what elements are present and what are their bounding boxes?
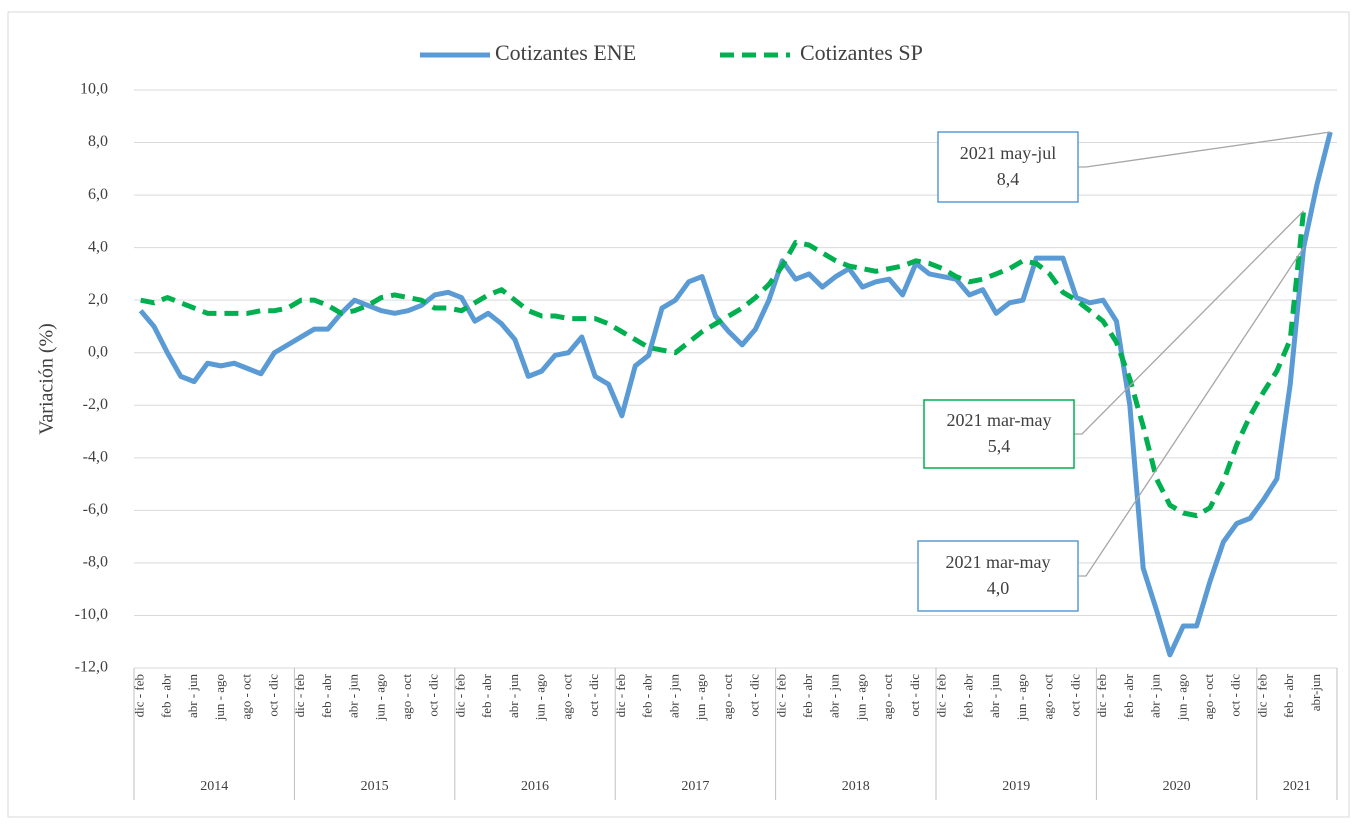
x-tick-label: abr - jun [987, 674, 1002, 719]
y-tick-label: 2,0 [88, 291, 108, 308]
y-tick-label: 8,0 [88, 133, 108, 150]
x-tick-label: feb - abr [640, 673, 655, 718]
x-tick-label: feb - abr [319, 673, 334, 718]
x-tick-label: ago - oct [239, 674, 254, 720]
x-tick-label: ago - oct [559, 674, 574, 720]
x-tick-label: ago - oct [720, 674, 735, 720]
x-tick-label: abr-jun [1308, 674, 1323, 712]
group-label: 2014 [200, 779, 228, 794]
group-label: 2015 [361, 779, 389, 794]
x-tick-label: dic - feb [1254, 674, 1269, 717]
x-tick-label: abr - jun [346, 674, 361, 719]
x-tick-label: jun - ago [1014, 674, 1029, 721]
x-tick-label: jun - ago [533, 674, 548, 721]
y-tick-label: -2,0 [83, 396, 108, 413]
annotation-box [937, 131, 1079, 203]
group-label: 2019 [1002, 779, 1030, 794]
x-tick-label: dic - feb [773, 674, 788, 717]
x-tick-label: oct - dic [426, 674, 441, 717]
annotation-value: 8,4 [997, 169, 1020, 189]
y-axis-title: Variación (%) [36, 323, 58, 435]
x-tick-label: dic - feb [452, 674, 467, 717]
x-tick-label: oct - dic [586, 674, 601, 717]
x-tick-label: feb - abr [960, 673, 975, 718]
y-tick-label: -10,0 [75, 606, 108, 623]
x-tick-label: feb - abr [1281, 673, 1296, 718]
annotation-leader [1078, 131, 1331, 168]
y-tick-label: 10,0 [80, 81, 108, 98]
chart-frame [7, 11, 1350, 818]
x-tick-label: jun - ago [212, 674, 227, 721]
annotation-value: 5,4 [988, 436, 1011, 456]
y-tick-label: 6,0 [88, 186, 108, 203]
x-tick-label: oct - dic [907, 674, 922, 717]
group-label: 2016 [521, 779, 549, 794]
x-tick-label: jun - ago [693, 674, 708, 721]
x-tick-label: dic - feb [934, 674, 949, 717]
group-label: 2018 [842, 779, 870, 794]
x-tick-label: ago - oct [1041, 674, 1056, 720]
x-tick-label: oct - dic [265, 674, 280, 717]
x-tick-label: abr - jun [666, 674, 681, 719]
y-tick-label: -6,0 [83, 501, 108, 518]
x-tick-label: abr - jun [506, 674, 521, 719]
x-tick-label: feb - abr [1121, 673, 1136, 718]
x-tick-label: abr - jun [185, 674, 200, 719]
x-tick-label: jun - ago [372, 674, 387, 721]
x-tick-label: jun - ago [1174, 674, 1189, 721]
annotation-leader [1078, 247, 1305, 577]
y-tick-label: -4,0 [83, 448, 108, 465]
x-tick-label: dic - feb [1094, 674, 1109, 717]
x-tick-label: feb - abr [479, 673, 494, 718]
annotation-value: 4,0 [987, 578, 1010, 598]
x-tick-label: jun - ago [853, 674, 868, 721]
x-tick-label: dic - feb [132, 674, 147, 717]
x-tick-label: dic - feb [292, 674, 307, 717]
legend-label: Cotizantes ENE [495, 40, 636, 65]
legend-label: Cotizantes SP [800, 40, 923, 65]
annotation-leader [1074, 210, 1305, 435]
annotation-box [923, 399, 1075, 469]
annotation-text: 2021 mar-may [946, 410, 1051, 430]
x-tick-label: ago - oct [399, 674, 414, 720]
x-tick-label: abr - jun [827, 674, 842, 719]
x-tick-label: feb - abr [800, 673, 815, 718]
y-tick-label: 0,0 [88, 343, 108, 360]
x-tick-label: ago - oct [880, 674, 895, 720]
x-tick-label: abr - jun [1148, 674, 1163, 719]
x-tick-label: feb - abr [158, 673, 173, 718]
annotation-text: 2021 mar-may [945, 552, 1050, 572]
series-line [138, 131, 1333, 658]
x-tick-label: oct - dic [1228, 674, 1243, 717]
x-tick-label: oct - dic [1067, 674, 1082, 717]
x-tick-label: ago - oct [1201, 674, 1216, 720]
annotation-box [917, 540, 1079, 612]
series-line [140, 210, 1307, 519]
group-label: 2021 [1283, 779, 1311, 794]
y-tick-label: 4,0 [88, 238, 108, 255]
y-tick-label: -8,0 [83, 554, 108, 571]
annotation-text: 2021 may-jul [960, 143, 1057, 163]
x-tick-label: dic - feb [613, 674, 628, 717]
group-label: 2020 [1163, 779, 1191, 794]
group-label: 2017 [681, 779, 709, 794]
y-tick-label: -12,0 [75, 659, 108, 676]
x-tick-label: oct - dic [747, 674, 762, 717]
